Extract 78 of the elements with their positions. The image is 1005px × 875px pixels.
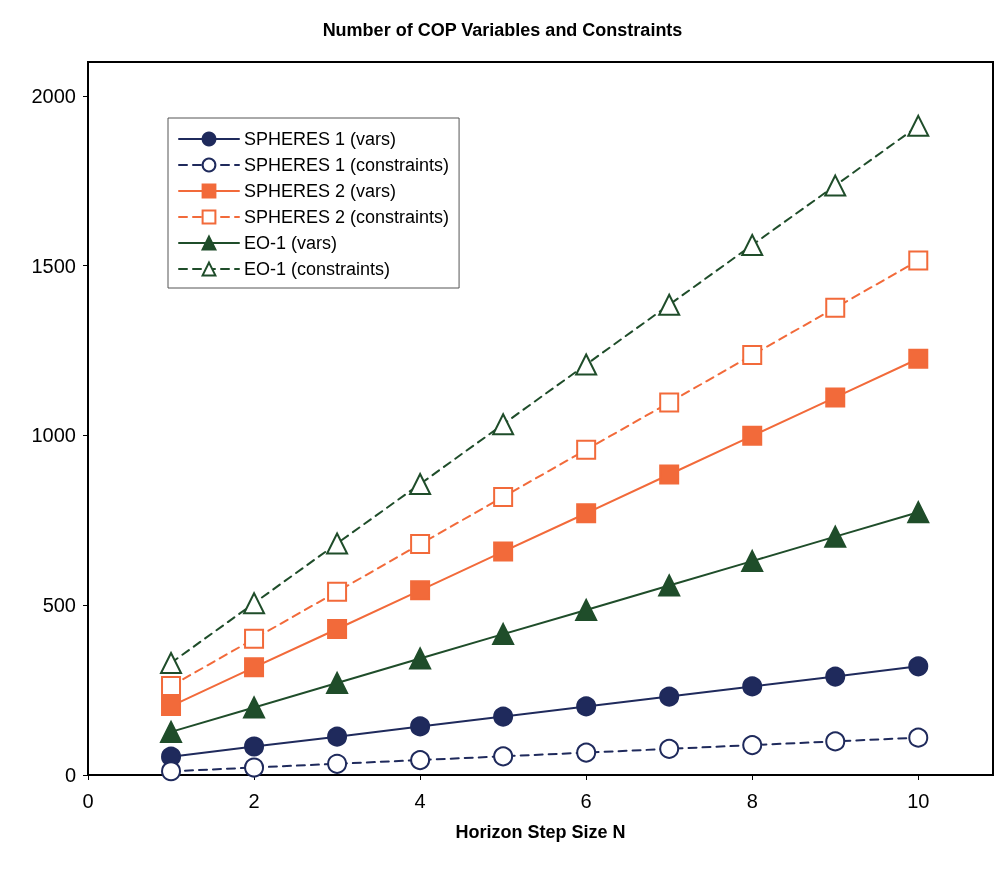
point: [327, 726, 348, 747]
point: [907, 114, 930, 137]
point: [410, 716, 431, 737]
legend-label: SPHERES 2 (vars): [244, 181, 397, 201]
point: [658, 293, 681, 316]
point: [244, 628, 265, 649]
point: [243, 696, 266, 719]
point: [327, 581, 348, 602]
point: [576, 503, 597, 524]
y-tick-label: 1500: [31, 254, 76, 277]
legend-label: SPHERES 1 (vars): [244, 129, 397, 149]
point: [161, 676, 182, 697]
point: [161, 761, 182, 782]
x-axis-title: Horizon Step Size N: [455, 822, 626, 842]
point: [161, 696, 182, 717]
point: [825, 387, 846, 408]
point: [160, 651, 183, 674]
point: [825, 731, 846, 752]
x-tick-label: 6: [580, 790, 592, 812]
x-tick-label: 8: [746, 790, 758, 812]
point: [659, 686, 680, 707]
point: [576, 742, 597, 763]
legend-label: SPHERES 1 (constraints): [244, 155, 450, 175]
point: [244, 757, 265, 778]
point: [659, 738, 680, 759]
point: [576, 696, 597, 717]
point: [493, 486, 514, 507]
point: [825, 297, 846, 318]
point: [742, 735, 763, 756]
point: [160, 720, 183, 743]
point: [243, 592, 266, 615]
y-tick-label: 2000: [31, 84, 76, 107]
point: [409, 473, 432, 496]
point: [908, 348, 929, 369]
point: [824, 525, 847, 548]
point: [742, 676, 763, 697]
point: [658, 574, 681, 597]
point: [493, 706, 514, 727]
point: [327, 753, 348, 774]
point: [575, 353, 598, 376]
point: [659, 464, 680, 485]
x-tick-label: 2: [248, 790, 260, 812]
point: [326, 532, 349, 555]
y-tick-label: 1000: [31, 424, 76, 447]
point: [824, 174, 847, 197]
point: [742, 345, 763, 366]
point: [410, 750, 431, 771]
point: [493, 541, 514, 562]
point: [907, 501, 930, 524]
point: [327, 619, 348, 639]
point: [492, 623, 515, 646]
point: [908, 250, 929, 271]
legend-label: EO-1 (vars): [244, 233, 338, 253]
point: [244, 736, 265, 757]
point: [326, 671, 349, 694]
point: [741, 550, 764, 573]
point: [409, 647, 432, 670]
point: [492, 413, 515, 436]
point: [575, 598, 598, 621]
point: [410, 534, 431, 555]
x-tick-label: 10: [907, 790, 930, 812]
legend-label: EO-1 (constraints): [244, 259, 391, 279]
x-tick-label: 4: [414, 790, 426, 812]
point: [741, 234, 764, 256]
point: [659, 392, 680, 413]
point: [908, 727, 929, 748]
point: [825, 666, 846, 687]
point: [410, 580, 431, 601]
x-tick-label: 0: [82, 790, 94, 812]
y-tick-label: 0: [64, 764, 76, 786]
point: [742, 425, 763, 446]
legend-label: SPHERES 2 (constraints): [244, 207, 450, 227]
point: [493, 746, 514, 767]
point: [576, 439, 597, 460]
y-tick-label: 500: [42, 594, 76, 617]
chart-title: Number of COP Variables and Constraints: [322, 20, 683, 40]
point: [244, 657, 265, 678]
point: [908, 656, 929, 677]
